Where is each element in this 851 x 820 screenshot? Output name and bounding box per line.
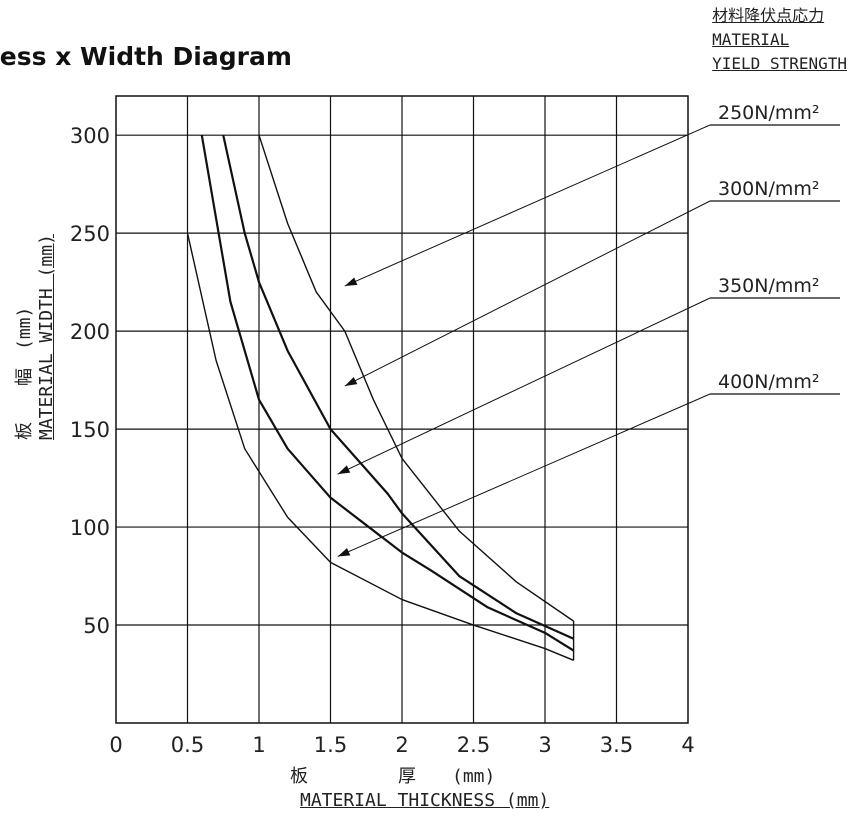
series-line — [200, 135, 575, 652]
y-tick-label: 100 — [70, 516, 110, 540]
x-tick-label: 3.5 — [600, 733, 633, 757]
chart-title: ness x Width Diagram — [0, 42, 292, 71]
leader-arrowhead — [337, 547, 351, 557]
x-tick-label: 1 — [252, 733, 265, 757]
x-axis-label-jp: 板 厚 (mm) — [290, 766, 496, 787]
legend-label: 300N/mm² — [718, 178, 820, 200]
y-tick-label: 250 — [70, 222, 110, 246]
legend-header-line1: MATERIAL — [712, 30, 790, 49]
x-axis-label: MATERIAL THICKNESS (mm) — [300, 790, 550, 811]
y-tick-label: 50 — [83, 614, 110, 638]
leader-arrowhead — [344, 376, 358, 386]
leader-arrowhead — [337, 465, 351, 475]
x-tick-label: 0.5 — [171, 733, 204, 757]
leader-arrowhead — [344, 277, 358, 287]
x-tick-label: 4 — [681, 733, 694, 757]
legend-header: 材料降伏点応力 MATERIAL YIELD STRENGTH — [712, 4, 847, 76]
leader-line — [337, 393, 711, 557]
leader-line — [344, 200, 711, 387]
series-line — [186, 233, 574, 661]
y-tick-label: 300 — [70, 124, 110, 148]
legend-label: 400N/mm² — [718, 371, 820, 393]
x-tick-label: 2 — [395, 733, 408, 757]
leader-line — [344, 124, 711, 287]
x-tick-label: 2.5 — [457, 733, 490, 757]
y-tick-label: 200 — [70, 320, 110, 344]
legend-label: 350N/mm² — [718, 275, 820, 297]
series-line — [258, 134, 574, 622]
y-tick-label: 150 — [70, 418, 110, 442]
legend-label: 250N/mm² — [718, 102, 820, 124]
legend-header-line2: YIELD STRENGTH — [712, 54, 847, 73]
series-line — [222, 134, 575, 640]
leader-line — [337, 297, 711, 475]
x-tick-label: 0 — [109, 733, 122, 757]
x-tick-label: 3 — [538, 733, 551, 757]
legend-header-jp: 材料降伏点応力 — [712, 6, 825, 25]
x-tick-label: 1.5 — [314, 733, 347, 757]
